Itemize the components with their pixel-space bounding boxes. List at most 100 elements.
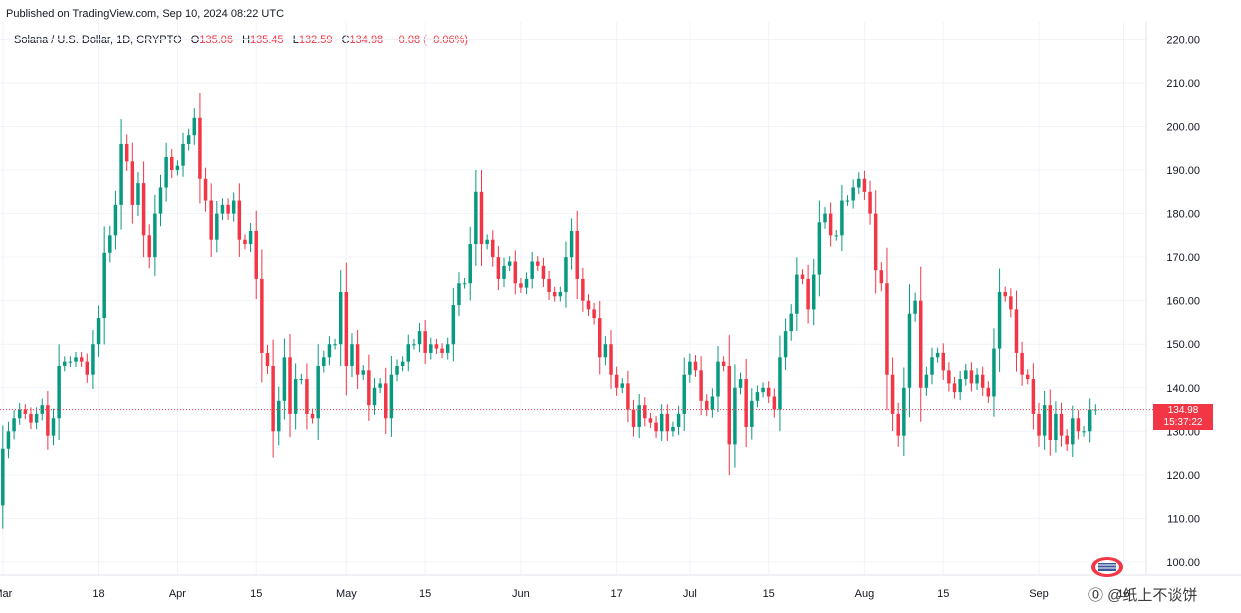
candle-body [417, 331, 422, 345]
candle-body [316, 365, 320, 419]
watermark: ⓪ @纸上不谈饼 [1088, 587, 1198, 604]
candle-body [445, 344, 450, 353]
candle-body [705, 400, 709, 410]
candle-body [795, 274, 799, 314]
candle-body [964, 370, 968, 380]
candle-body [51, 418, 56, 436]
candle-body [423, 331, 427, 353]
candle-body [800, 274, 805, 279]
x-tick-label: 15 [763, 588, 775, 600]
candle-body [322, 357, 326, 366]
x-tick-label: 15 [419, 588, 431, 600]
candle-body [203, 178, 208, 201]
candle-body [721, 361, 726, 366]
candle-body [693, 361, 698, 371]
candle-body [372, 387, 377, 406]
candle-body [74, 357, 78, 362]
candle-body [727, 365, 732, 445]
candle-body [1082, 431, 1086, 433]
candle-body [1037, 413, 1041, 436]
candle-body [170, 156, 174, 171]
candle-body [1025, 374, 1030, 380]
x-tick-label: Mar [0, 588, 13, 600]
candle-body [124, 143, 129, 162]
candle-body [23, 409, 28, 414]
candle-body [879, 270, 884, 284]
candle-body [1031, 379, 1036, 414]
candle-body [688, 361, 692, 375]
candle-body [361, 370, 365, 375]
candle-body [783, 331, 788, 358]
candle-body [491, 239, 495, 258]
candle-body [231, 200, 236, 214]
candle-body [817, 222, 822, 275]
candle-body [344, 291, 349, 366]
candle-body [96, 318, 101, 345]
candle-body [1076, 418, 1081, 432]
high-value: 135.45 [250, 34, 284, 46]
candle-body [277, 400, 281, 432]
candle-body [406, 344, 411, 362]
close-value: 134.98 [349, 34, 384, 46]
candle-body [1071, 418, 1075, 445]
candle-body [440, 348, 444, 353]
close-label: C [341, 34, 350, 46]
candle-body [828, 213, 833, 236]
y-tick-label: 140.00 [1166, 383, 1200, 395]
high-label: H [242, 34, 251, 46]
candle-body [462, 283, 467, 285]
symbol-title: Solana / U.S. Dollar, 1D, CRYPTO [14, 34, 182, 46]
candle-body [389, 374, 394, 419]
candle-body [293, 379, 298, 414]
candle-body [941, 352, 946, 371]
candle-body [558, 291, 563, 297]
candle-body [840, 200, 844, 236]
candle-body [384, 383, 388, 419]
candle-body [569, 231, 574, 258]
candle-body [631, 409, 636, 427]
candle-body [659, 413, 664, 432]
candle-body [541, 265, 546, 279]
y-tick-label: 170.00 [1166, 252, 1200, 264]
candle-body [547, 278, 551, 292]
candle-body [6, 431, 11, 449]
x-tick-label: May [336, 588, 357, 600]
candle-body [141, 183, 146, 236]
candle-body [496, 257, 501, 279]
open-value: 135.06 [199, 34, 233, 46]
candle-body [192, 117, 197, 136]
y-tick-label: 180.00 [1166, 209, 1200, 221]
candle-body [947, 370, 951, 384]
candle-body [186, 135, 191, 144]
candle-body [451, 305, 456, 345]
candle-body [17, 409, 22, 419]
candle-body [243, 239, 247, 245]
candle-body [136, 183, 140, 205]
candle-body [395, 365, 399, 375]
candle-body [564, 257, 568, 292]
candle-body [918, 300, 923, 388]
candle-body [744, 379, 748, 427]
candle-body [710, 396, 715, 410]
x-tick-label: Jun [512, 588, 530, 600]
candle-body [502, 265, 506, 279]
candle-body [654, 422, 658, 432]
candle-body [609, 344, 613, 375]
x-tick-label: 16 [1117, 588, 1129, 600]
candle-body [907, 313, 912, 388]
x-tick-label: 17 [611, 588, 623, 600]
candle-body [952, 383, 957, 393]
candle-body [986, 387, 991, 397]
candle-body [885, 283, 889, 375]
candle-body [158, 187, 163, 214]
candle-body [79, 357, 84, 362]
candle-body [400, 361, 405, 366]
candle-body [699, 370, 703, 401]
y-tick-label: 190.00 [1166, 165, 1200, 177]
symbol-legend: Solana / U.S. Dollar, 1D, CRYPTO O135.06… [14, 34, 468, 46]
candle-body [896, 413, 900, 436]
candle-body [282, 357, 287, 401]
candle-body [857, 178, 861, 188]
bar-countdown: 15:37:22 [1163, 417, 1203, 428]
